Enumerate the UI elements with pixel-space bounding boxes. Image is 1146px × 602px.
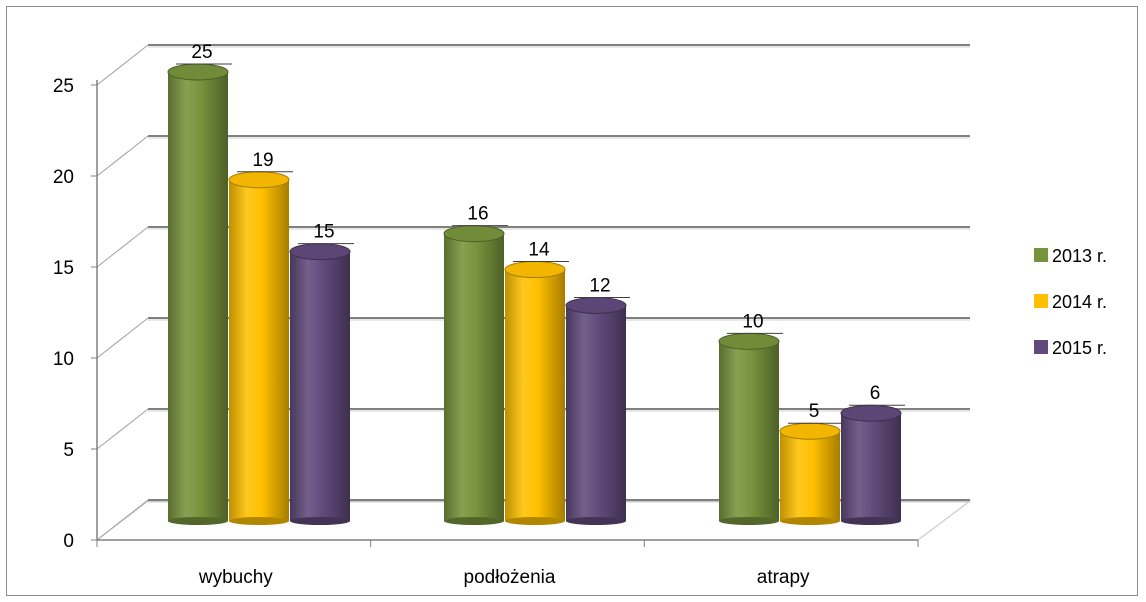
- y-tick-label: 25: [53, 76, 74, 97]
- legend-label: 2014 r.: [1052, 292, 1107, 312]
- bar-wybuchy-2014r: [228, 171, 290, 525]
- bars: [167, 63, 902, 525]
- bar-wybuchy-2013r: [167, 63, 229, 525]
- bar-podłożenia-2015r: [565, 296, 627, 525]
- bar-atrapy-2014r: [779, 422, 841, 525]
- y-tick-label: 20: [53, 167, 74, 188]
- value-labels: 25 19 15 16 14 12 10 5 6: [176, 42, 905, 424]
- value-label: 15: [313, 222, 334, 243]
- bar-atrapy-2015r: [840, 404, 902, 525]
- bar-wybuchy-2015r: [289, 243, 351, 525]
- bar-podłożenia-2013r: [443, 225, 505, 525]
- x-tick-label: atrapy: [757, 567, 810, 588]
- legend-label: 2015 r.: [1052, 338, 1107, 358]
- legend: 2013 r. 2014 r. 2015 r.: [1034, 246, 1107, 358]
- value-label: 12: [589, 275, 610, 296]
- y-tick-label: 0: [63, 531, 74, 552]
- x-tick-label: podłożenia: [464, 567, 556, 588]
- value-label: 14: [528, 240, 550, 261]
- value-label: 10: [742, 311, 763, 332]
- side-gridline-5: [96, 408, 149, 450]
- legend-swatch: [1034, 340, 1048, 354]
- value-label: 25: [191, 42, 212, 63]
- value-label: 6: [870, 383, 881, 404]
- legend-label: 2013 r.: [1052, 246, 1107, 266]
- side-gridline-20: [96, 135, 149, 177]
- value-label: 19: [252, 150, 273, 171]
- side-gridline-0: [96, 499, 149, 541]
- value-label: 16: [467, 204, 488, 225]
- value-label: 5: [809, 401, 820, 422]
- x-tick-label: wybuchy: [198, 567, 273, 588]
- side-gridline-25: [96, 44, 149, 86]
- legend-swatch: [1034, 294, 1048, 308]
- bar-atrapy-2013r: [718, 332, 780, 525]
- bar-podłożenia-2014r: [504, 261, 566, 525]
- axes: 0 5 10 15 20 25 wybuchy podłożenia atrapy: [53, 76, 919, 588]
- y-tick-label: 10: [53, 349, 74, 370]
- y-tick-label: 15: [53, 258, 74, 279]
- side-gridline-15: [96, 226, 149, 268]
- legend-swatch: [1034, 248, 1048, 262]
- side-gridline-10: [96, 317, 149, 359]
- y-tick-label: 5: [63, 440, 74, 461]
